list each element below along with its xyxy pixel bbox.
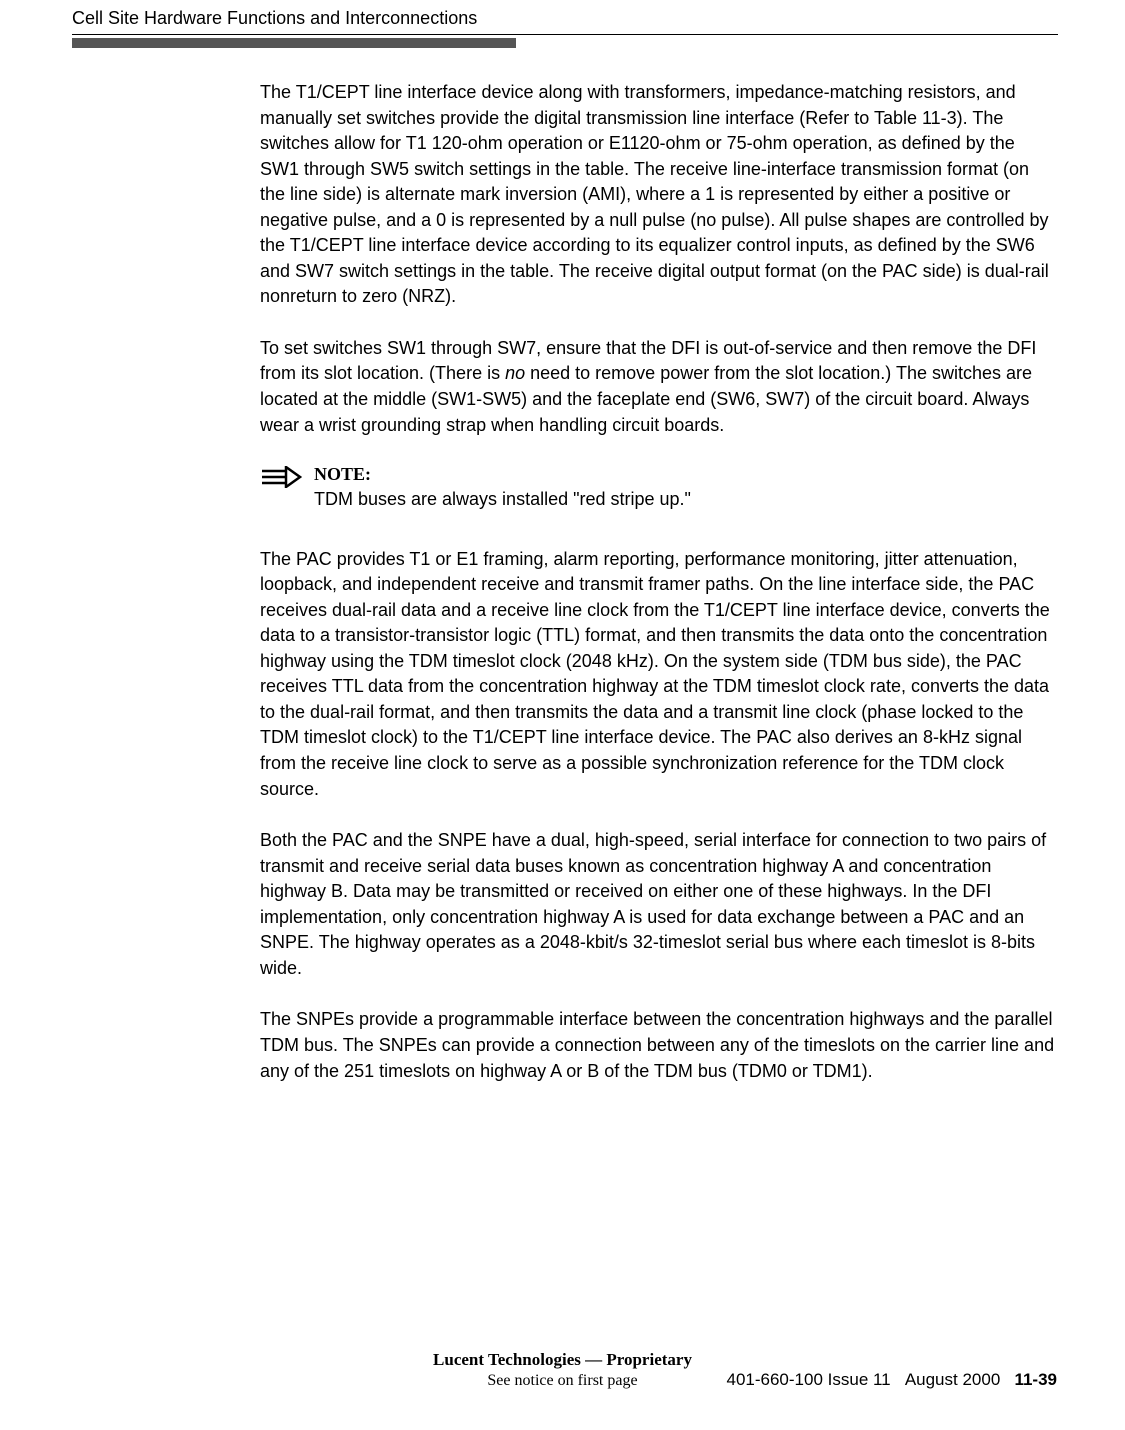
note-arrow-icon <box>260 466 302 493</box>
doc-date: August 2000 <box>905 1370 1000 1389</box>
page-content: The T1/CEPT line interface device along … <box>260 80 1055 1110</box>
body-paragraph: To set switches SW1 through SW7, ensure … <box>260 336 1055 438</box>
note-label: NOTE: <box>314 464 1055 485</box>
page-footer-right: 401-660-100 Issue 11 August 2000 11-39 <box>727 1370 1058 1390</box>
header-accent-bar <box>72 38 516 48</box>
doc-reference: 401-660-100 Issue 11 <box>727 1370 891 1389</box>
page-number: 11-39 <box>1014 1370 1057 1389</box>
body-paragraph: The SNPEs provide a programmable interfa… <box>260 1007 1055 1084</box>
body-paragraph: Both the PAC and the SNPE have a dual, h… <box>260 828 1055 981</box>
note-content: NOTE: TDM buses are always installed "re… <box>314 464 1055 513</box>
note-block: NOTE: TDM buses are always installed "re… <box>260 464 1055 513</box>
italic-text: no <box>505 363 525 383</box>
note-text: TDM buses are always installed "red stri… <box>314 487 1055 513</box>
section-header: Cell Site Hardware Functions and Interco… <box>72 8 477 29</box>
footer-proprietary: Lucent Technologies — Proprietary <box>0 1350 1125 1370</box>
body-paragraph: The PAC provides T1 or E1 framing, alarm… <box>260 547 1055 802</box>
header-rule <box>72 34 1058 35</box>
body-paragraph: The T1/CEPT line interface device along … <box>260 80 1055 310</box>
